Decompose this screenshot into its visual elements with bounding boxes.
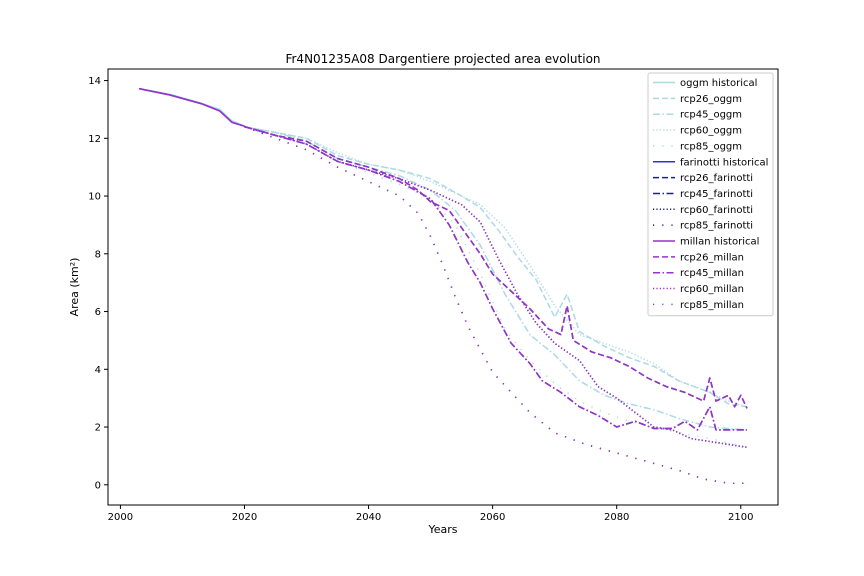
x-axis-label: Years — [427, 523, 457, 536]
x-axis: 2000 2020 2040 2060 2080 2100 — [108, 505, 754, 523]
legend-entry: farinotti historical — [680, 157, 768, 168]
legend-entry: rcp60_millan — [680, 284, 744, 295]
y-tick-label: 14 — [88, 76, 101, 87]
x-tick-label: 2080 — [604, 512, 629, 523]
legend-entry: rcp26_millan — [680, 252, 744, 263]
legend-entry: rcp45_millan — [680, 268, 744, 279]
series-line-5 — [138, 87, 245, 127]
series-line-3 — [244, 125, 748, 408]
x-tick-label: 2060 — [480, 512, 505, 523]
x-tick-label: 2000 — [108, 512, 133, 523]
x-tick-label: 2100 — [728, 512, 753, 523]
x-tick-label: 2020 — [232, 512, 257, 523]
y-tick-label: 6 — [95, 307, 101, 318]
y-tick-label: 0 — [95, 480, 101, 491]
series-line-10 — [138, 87, 245, 127]
y-tick-label: 12 — [88, 134, 101, 145]
y-axis: 0 2 4 6 8 10 12 14 — [88, 76, 108, 491]
legend-entry: rcp45_farinotti — [680, 189, 753, 200]
legend-entry: rcp26_farinotti — [680, 173, 753, 184]
chart-title: Fr4N01235A08 Dargentiere projected area … — [285, 52, 600, 66]
y-tick-label: 4 — [95, 365, 101, 376]
legend-entry: rcp85_farinotti — [680, 221, 753, 232]
series-line-12 — [244, 125, 747, 431]
series-layer — [138, 87, 748, 485]
legend-entry: rcp85_oggm — [680, 141, 742, 152]
legend-entry: millan historical — [680, 237, 759, 248]
legend-entry: rcp60_oggm — [680, 126, 742, 137]
y-tick-label: 8 — [95, 249, 101, 260]
y-tick-label: 2 — [95, 423, 101, 434]
legend-entry: rcp85_millan — [680, 300, 744, 311]
legend: oggm historical rcp26_oggm rcp45_oggm rcp60… — [647, 72, 774, 317]
legend-entry: rcp60_farinotti — [680, 205, 753, 216]
legend-entry: oggm historical — [680, 78, 757, 89]
x-tick-label: 2040 — [356, 512, 381, 523]
y-tick-label: 10 — [88, 192, 101, 203]
legend-box — [647, 72, 774, 317]
y-axis-label: Area (km²) — [68, 258, 81, 317]
legend-entry: rcp26_oggm — [680, 94, 742, 105]
series-line-1 — [244, 125, 748, 408]
plot-frame — [107, 68, 779, 506]
legend-entry: rcp45_oggm — [680, 110, 742, 121]
series-line-0 — [138, 87, 245, 127]
